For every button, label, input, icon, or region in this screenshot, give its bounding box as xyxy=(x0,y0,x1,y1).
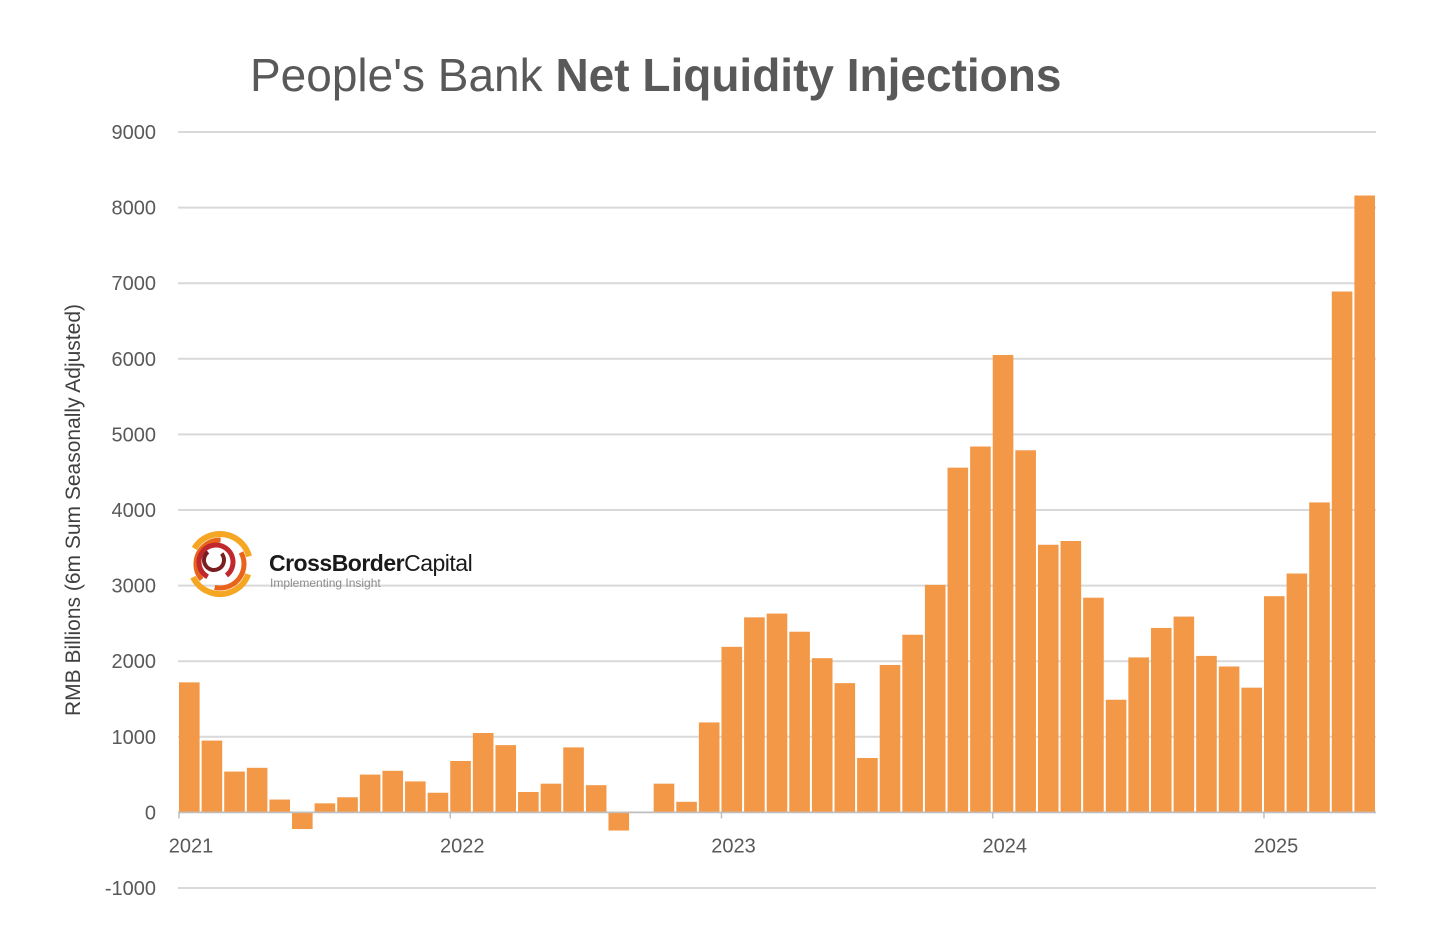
bar-2023-01 xyxy=(721,646,743,813)
chart-title: People's Bank Net Liquidity Injections xyxy=(250,48,1061,102)
x-tick-label: 2023 xyxy=(711,835,756,857)
bar-2023-07 xyxy=(857,757,878,813)
bar-2021-01 xyxy=(179,682,200,813)
bar-2024-05 xyxy=(1083,597,1104,813)
bar-2023-11 xyxy=(947,467,969,813)
bar-2024-08 xyxy=(1150,627,1172,813)
bar-2022-10 xyxy=(653,783,675,813)
bar-2022-05 xyxy=(540,783,562,813)
y-tick-label: 6000 xyxy=(112,349,157,371)
bar-2021-12 xyxy=(427,792,449,813)
y-tick-label: 2000 xyxy=(112,651,157,673)
bar-2024-11 xyxy=(1218,666,1240,813)
bar-2021-07 xyxy=(314,803,336,813)
bar-2025-03 xyxy=(1309,502,1330,813)
bar-2024-06 xyxy=(1105,699,1127,813)
crossborder-swirl-icon xyxy=(187,531,253,597)
bar-2021-10 xyxy=(382,770,404,813)
x-tick-label: 2022 xyxy=(440,835,485,857)
bar-2024-01 xyxy=(992,355,1014,813)
x-tick-label: 2025 xyxy=(1254,835,1299,857)
logo-brand: CrossBorderCapital xyxy=(269,550,473,577)
bars xyxy=(178,195,1376,831)
bar-2023-12 xyxy=(970,446,991,813)
bar-2023-06 xyxy=(834,683,856,813)
bar-2022-01 xyxy=(450,760,471,813)
bar-2022-08 xyxy=(608,812,630,831)
bar-2021-06 xyxy=(292,812,313,830)
bar-2021-08 xyxy=(337,797,358,813)
bar-2023-10 xyxy=(924,584,946,813)
x-tick-labels: 2021 2022 2023 2024 2025 xyxy=(169,812,1298,857)
logo-tagline: Implementing Insight xyxy=(270,576,381,590)
bar-2021-05 xyxy=(269,799,291,813)
chart-title-bold: Net Liquidity Injections xyxy=(555,49,1062,101)
bar-2022-06 xyxy=(563,747,584,813)
bar-2023-09 xyxy=(902,634,923,813)
bar-2024-02 xyxy=(1015,450,1036,813)
y-tick-label: 4000 xyxy=(112,500,157,522)
bar-2021-09 xyxy=(359,774,381,813)
bar-2024-12 xyxy=(1241,687,1262,813)
y-tick-label: 5000 xyxy=(112,424,157,446)
logo-brand-bold: CrossBorder xyxy=(269,550,405,576)
bar-2024-04 xyxy=(1060,540,1082,813)
y-tick-label: 9000 xyxy=(112,122,157,144)
bar-2021-02 xyxy=(201,740,223,813)
bar-2024-03 xyxy=(1037,544,1059,813)
bar-2025-01 xyxy=(1263,596,1285,813)
bar-2022-12 xyxy=(698,722,720,813)
crossborder-logo: CrossBorderCapital Implementing Insight xyxy=(184,522,514,612)
x-tick-label: 2021 xyxy=(169,835,214,857)
y-tick-label: 0 xyxy=(145,802,156,824)
bar-2022-04 xyxy=(518,791,539,813)
y-tick-labels: 9000 8000 7000 6000 5000 4000 3000 2000 1000 0 -10… xyxy=(105,122,156,900)
logo-brand-regular: Capital xyxy=(404,550,473,576)
bar-2021-04 xyxy=(246,767,268,813)
bar-2023-02 xyxy=(744,617,765,813)
bar-2025-04 xyxy=(1331,291,1353,813)
bar-2022-03 xyxy=(495,745,517,813)
y-tick-label: 8000 xyxy=(112,198,157,220)
bar-2024-10 xyxy=(1196,655,1217,813)
bar-2023-03 xyxy=(766,613,788,813)
bar-2024-09 xyxy=(1173,616,1195,813)
bar-2022-07 xyxy=(585,785,607,813)
bar-2021-03 xyxy=(224,771,245,813)
bar-2021-11 xyxy=(405,781,426,813)
chart-title-regular: People's Bank xyxy=(250,49,556,101)
y-tick-label: -1000 xyxy=(105,878,156,900)
bar-2023-04 xyxy=(789,631,810,813)
y-tick-label: 1000 xyxy=(112,727,157,749)
bar-2023-08 xyxy=(879,664,901,813)
bar-2022-02 xyxy=(472,733,494,813)
y-tick-label: 7000 xyxy=(112,273,157,295)
bar-2025-05 xyxy=(1354,195,1375,813)
y-tick-label: 3000 xyxy=(112,576,157,598)
bar-2023-05 xyxy=(811,658,833,813)
bar-2022-11 xyxy=(676,801,697,813)
x-tick-label: 2024 xyxy=(982,835,1027,857)
bar-2025-02 xyxy=(1286,573,1308,813)
bar-2024-07 xyxy=(1128,657,1149,813)
